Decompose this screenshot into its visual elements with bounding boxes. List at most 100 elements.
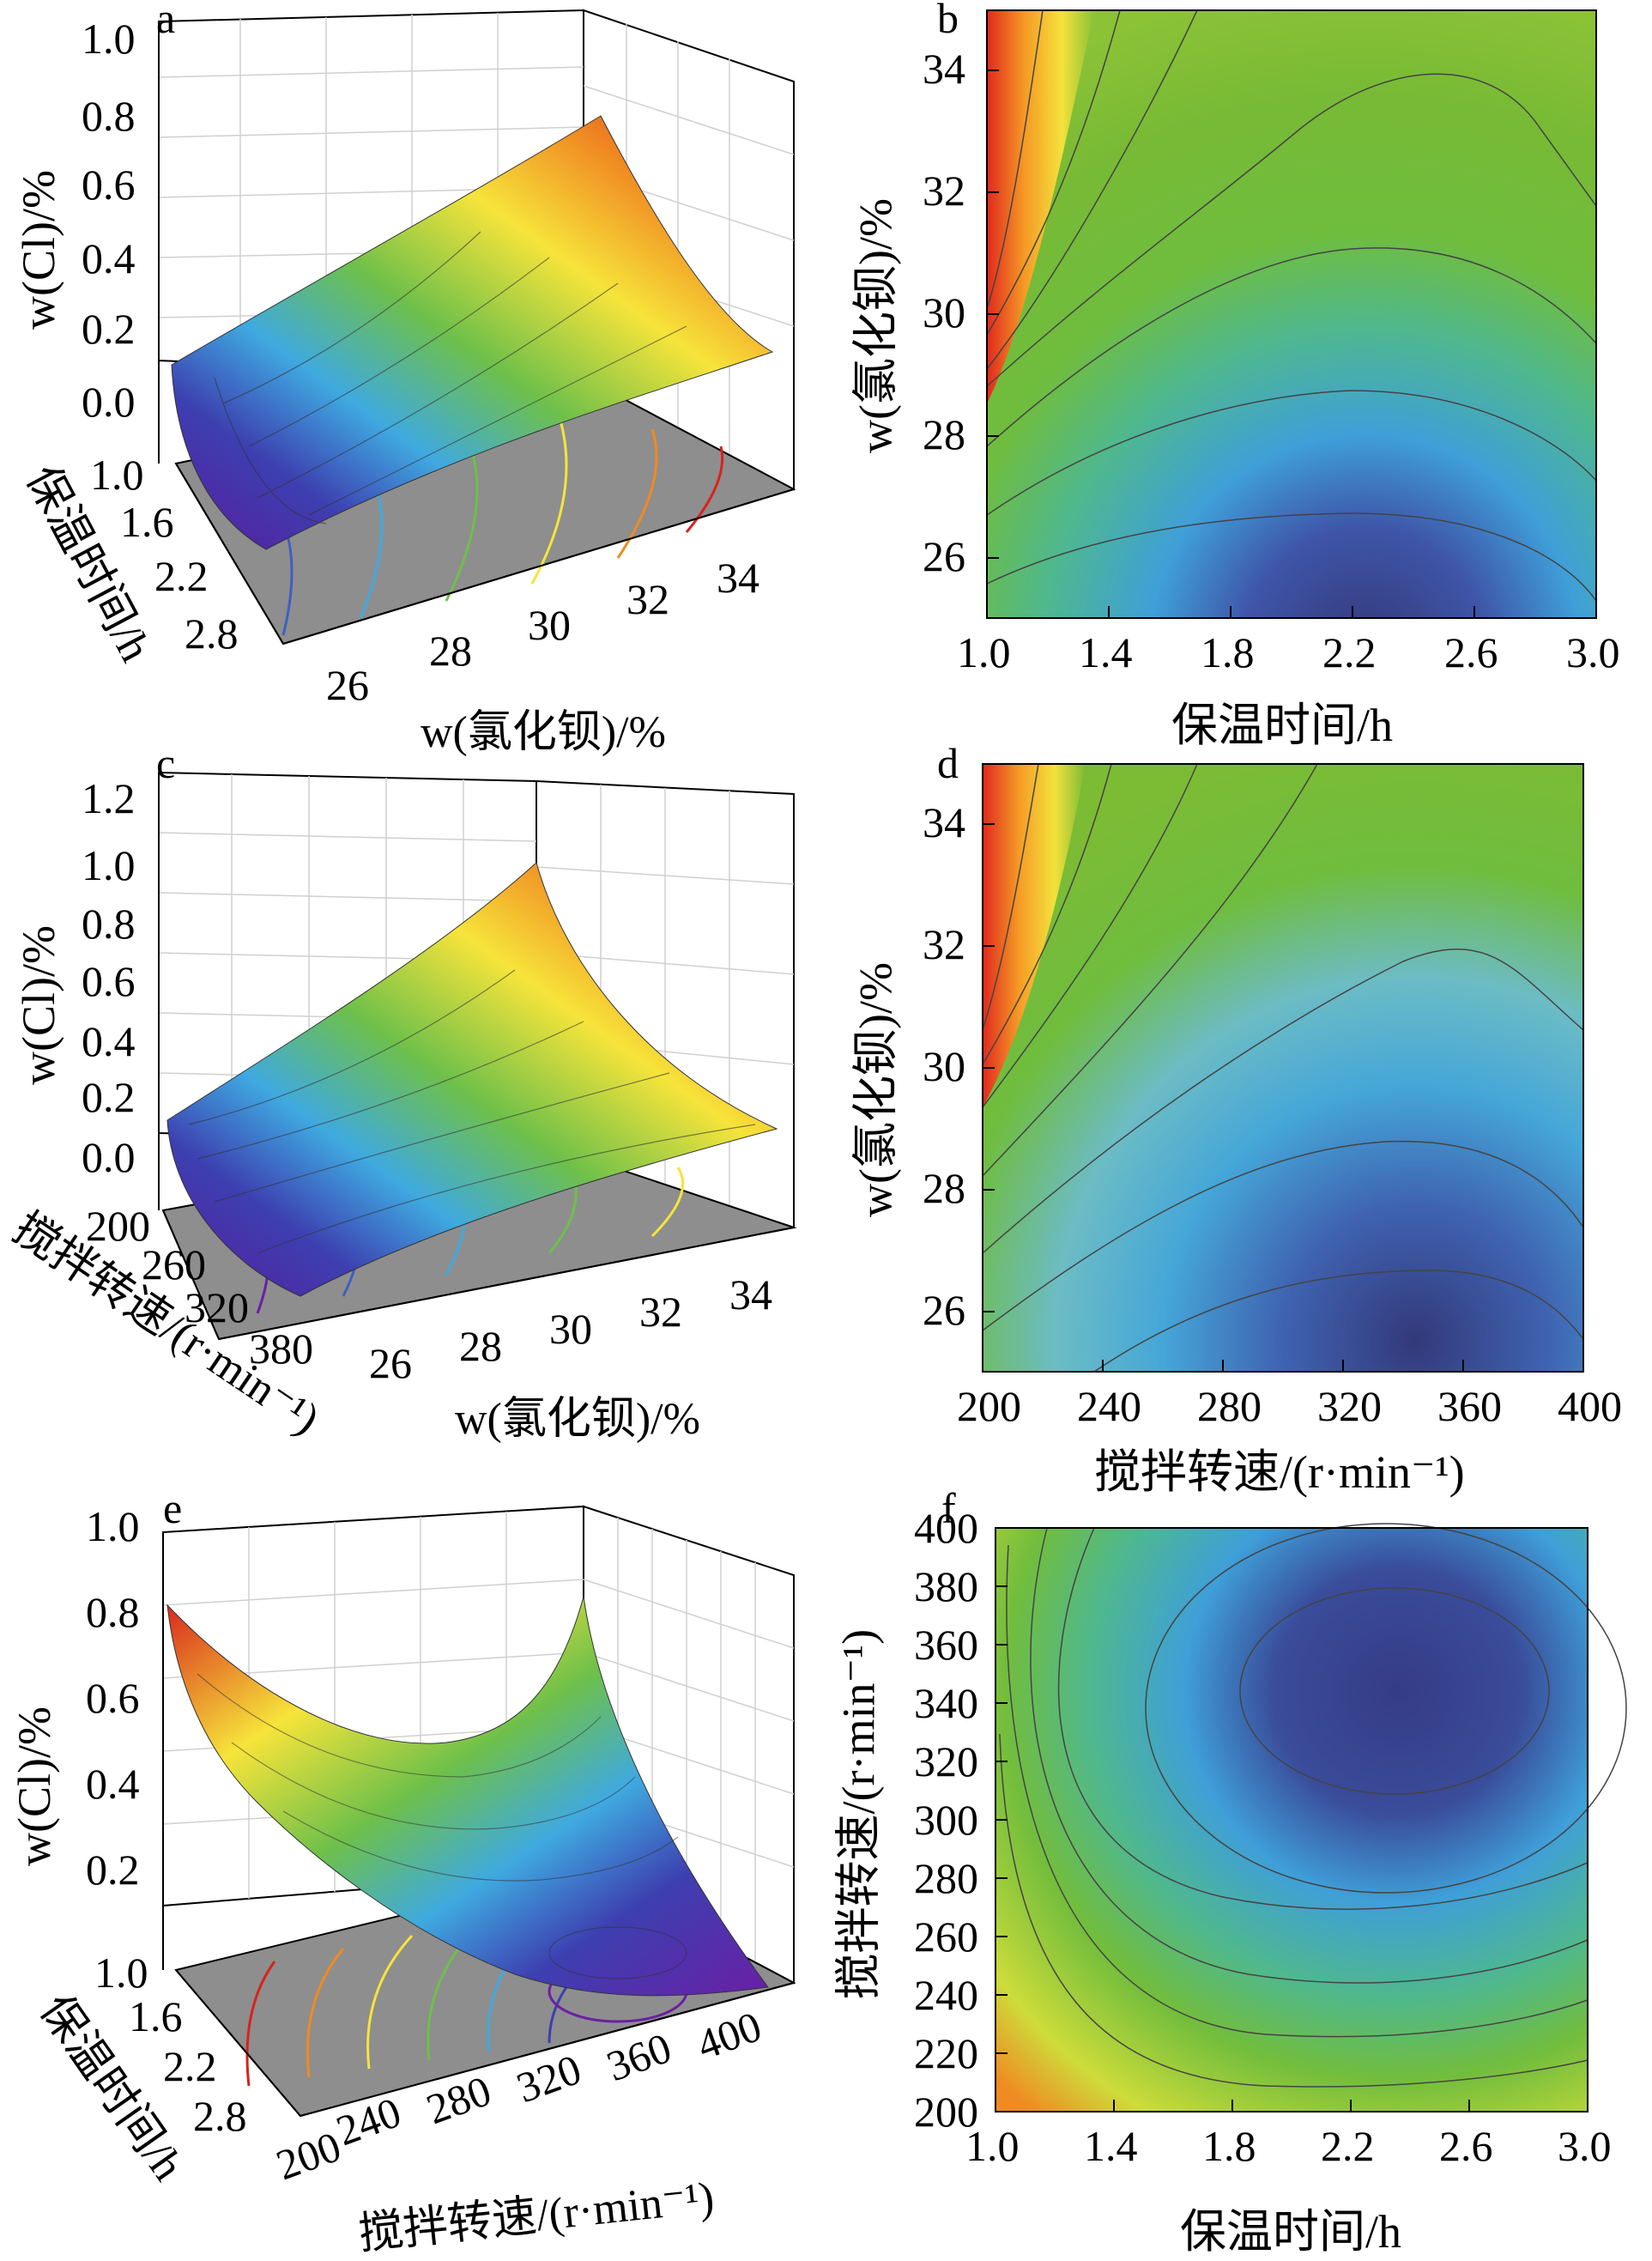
- y-tick-label: 26: [923, 532, 965, 580]
- z-ticks-a: 1.0 0.8 0.6 0.4 0.2 0.0: [82, 15, 136, 426]
- x-tick-label: 3.0: [1566, 628, 1620, 676]
- x-ticks-c: 26 28 30 32 34: [369, 1270, 772, 1387]
- contour-lines-f: [999, 1523, 1627, 2088]
- contour-plot-b: 26 28 30 32 34 1.0 1.4 1.8 2.2 2.6 3.0: [923, 9, 1620, 676]
- z-axis-title-a: w(Cl)/%: [13, 170, 64, 330]
- x-ticks-d: 200 240 280 320 360 400: [957, 1382, 1622, 1430]
- x-axis-title-f: 保温时间/h: [1180, 2206, 1402, 2258]
- x-tick-label: 2.6: [1439, 2122, 1493, 2170]
- panel-d: d 26 28 30 32 34 200: [837, 742, 1652, 1498]
- z-tick-label: 0.2: [82, 1073, 136, 1121]
- y-tick-label: 1.0: [90, 451, 144, 499]
- panel-f: f 200 220 240 260 280: [833, 1487, 1652, 2261]
- y-ticks-a: 1.0 1.6 2.2 2.8: [90, 451, 239, 658]
- panel-letter-a: a: [156, 0, 176, 42]
- x-tick-label: 400: [1558, 1382, 1622, 1430]
- y-tick-label: 260: [914, 1912, 978, 1961]
- surface-contours-e: [197, 1673, 687, 1979]
- y-tick-label: 380: [914, 1562, 978, 1610]
- x-tick-label: 30: [528, 601, 571, 649]
- x-tick-label: 360: [601, 2023, 678, 2090]
- z-tick-label: 0.0: [82, 378, 136, 426]
- y-tick-label: 28: [923, 1164, 965, 1212]
- z-tick-label: 0.4: [86, 1760, 140, 1808]
- z-tick-label: 0.0: [82, 1133, 136, 1181]
- z-tick-label: 0.6: [82, 957, 136, 1005]
- z-ticks-e: 1.0 0.8 0.6 0.4 0.2: [86, 1502, 140, 1894]
- panel-b: b 26 28 30 32 34 1.0: [837, 0, 1652, 751]
- y-tick-label: 2.2: [163, 2042, 217, 2090]
- y-tick-label: 2.8: [185, 609, 239, 658]
- x-tick-label: 34: [729, 1270, 772, 1318]
- y-ticks-c: 200 260 320 380: [86, 1202, 313, 1373]
- contour-field-f: [995, 1528, 1588, 2112]
- y-tick-label: 34: [923, 798, 965, 846]
- y-tick-label: 260: [142, 1240, 206, 1288]
- z-tick-label: 1.0: [82, 841, 136, 889]
- z-tick-label: 1.0: [82, 15, 136, 63]
- y-tick-label: 200: [86, 1202, 150, 1250]
- x-tick-label: 1.0: [957, 628, 1011, 676]
- x-tick-label: 1.0: [965, 2122, 1020, 2170]
- z-tick-label: 0.6: [86, 1674, 140, 1722]
- y-ticks-d: 26 28 30 32 34: [923, 798, 965, 1334]
- contour-field-d: [983, 764, 1583, 1372]
- contour-hot-region-d: [983, 764, 1086, 1107]
- x-ticks-f: 1.0 1.4 1.8 2.2 2.6 3.0: [965, 2122, 1612, 2170]
- z-tick-label: 0.8: [82, 900, 136, 948]
- z-tick-label: 0.2: [82, 305, 136, 353]
- y-tick-label: 200: [914, 2088, 978, 2136]
- x-tick-label: 28: [459, 1322, 502, 1370]
- y-tick-label: 340: [914, 1679, 978, 1727]
- x-tick-label: 26: [369, 1339, 412, 1387]
- y-tick-label: 32: [923, 167, 965, 215]
- x-axis-title-b: 保温时间/h: [1171, 700, 1394, 751]
- y-tick-label: 220: [914, 2029, 978, 2077]
- panel-letter-e: e: [163, 1484, 183, 1532]
- panel-letter-c: c: [156, 739, 176, 787]
- y-tick-label: 32: [923, 920, 965, 968]
- z-tick-label: 0.8: [86, 1588, 140, 1636]
- x-axis-title-e: 搅拌转速/(r·min⁻¹): [356, 2173, 716, 2259]
- panel-e: e: [0, 1487, 824, 2261]
- z-axis-title-e: w(Cl)/%: [9, 1706, 60, 1866]
- contour-lines-b: [986, 9, 1597, 602]
- x-tick-label: 320: [1317, 1382, 1382, 1430]
- x-tick-label: 3.0: [1558, 2122, 1612, 2170]
- y-axis-title-f: 搅拌转速/(r·min⁻¹): [832, 1628, 885, 2000]
- panel-letter-f: f: [941, 1484, 956, 1532]
- x-tick-label: 32: [626, 575, 669, 623]
- surface-plot-c: 1.2 1.0 0.8 0.6 0.4 0.2 0.0 200 260 320 …: [4, 771, 797, 1444]
- y-tick-label: 320: [185, 1283, 249, 1331]
- panel-letter-b: b: [937, 0, 959, 42]
- y-tick-label: 400: [914, 1504, 978, 1552]
- z-tick-label: 0.6: [82, 161, 136, 209]
- z-tick-label: 0.2: [86, 1846, 140, 1894]
- contour-hot-region-b: [987, 10, 1094, 403]
- y-ticks-b: 26 28 30 32 34: [923, 45, 965, 580]
- z-ticks-c: 1.2 1.0 0.8 0.6 0.4 0.2 0.0: [82, 774, 136, 1181]
- y-tick-label: 1.6: [129, 1992, 183, 2040]
- x-tick-label: 200: [957, 1382, 1021, 1430]
- contour-lines-d: [982, 763, 1584, 1373]
- y-tick-label: 240: [914, 1971, 978, 2019]
- panel-a: a: [0, 0, 824, 757]
- x-ticks-a: 26 28 30 32 34: [326, 554, 759, 709]
- z-tick-label: 1.2: [82, 774, 136, 822]
- x-tick-label: 1.4: [1079, 628, 1133, 676]
- z-axis-title-c: w(Cl)/%: [13, 925, 64, 1085]
- response-surface-a: [171, 115, 774, 550]
- x-axis-title-c: w(氯化钡)/%: [455, 1395, 700, 1444]
- y-axis-title-d: w(氯化钡)/%: [850, 962, 902, 1217]
- y-tick-label: 30: [923, 288, 965, 336]
- tick-marks-f: [995, 1527, 1588, 2112]
- x-tick-label: 34: [717, 554, 759, 602]
- x-tick-label: 360: [1437, 1382, 1502, 1430]
- contour-plot-d: 26 28 30 32 34 200 240 280 320 360 400: [923, 763, 1622, 1430]
- surface-plot-e: 1.0 0.8 0.6 0.4 0.2 1.0 1.6 2.2 2.8 200 …: [30, 1502, 796, 2259]
- x-tick-label: 1.4: [1084, 2122, 1138, 2170]
- y-ticks-f: 200 220 240 260 280 300 320 340 360 380 …: [914, 1504, 978, 2136]
- x-tick-label: 1.8: [1202, 2122, 1256, 2170]
- y-tick-label: 380: [249, 1324, 313, 1373]
- x-tick-label: 2.2: [1322, 628, 1377, 676]
